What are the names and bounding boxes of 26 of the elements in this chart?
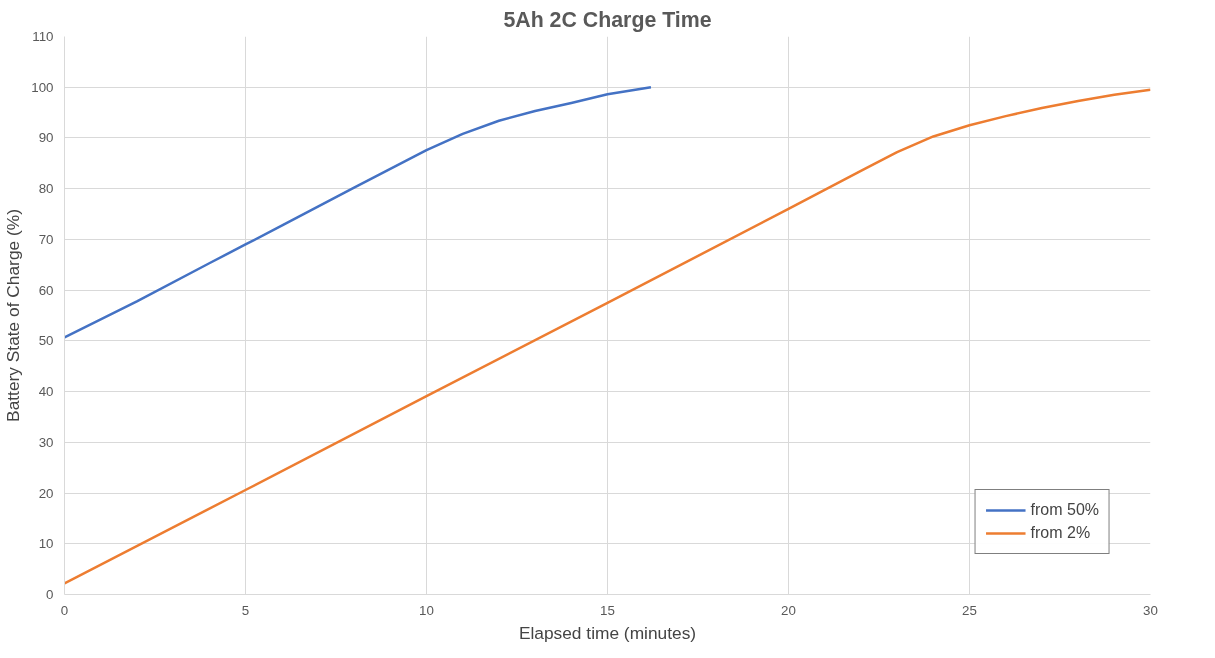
line-series [64,88,1151,585]
x-tick-label: 10 [419,602,434,618]
y-axis-title: Battery State of Charge (%) [3,209,24,422]
y-tick-label: 60 [38,282,54,298]
legend-label: from 2% [1030,524,1091,542]
y-tick-label: 100 [31,79,54,95]
x-tick-label: 0 [60,602,69,618]
x-tick-label: 15 [600,602,615,618]
y-tick-label: 10 [38,536,54,552]
y-tick-label: 80 [38,181,54,197]
x-tick-label: 5 [241,602,250,618]
y-tick-label: 50 [38,333,54,349]
x-tick-label: 25 [962,602,977,618]
y-tick-label: 30 [38,434,54,450]
legend-label: from 50% [1030,501,1099,519]
x-tick-label: 30 [1143,602,1158,618]
y-tick-label: 20 [38,485,54,501]
chart-title: 5Ah 2C Charge Time [503,7,712,32]
y-tick-label: 90 [38,130,54,146]
y-tick-label: 70 [38,231,54,247]
x-tick-label: 20 [781,602,796,618]
y-tick-label: 110 [32,29,54,44]
line-series [64,85,653,339]
y-tick-label: 40 [38,384,54,400]
y-tick-label: 0 [46,587,54,602]
x-axis-title: Elapsed time (minutes) [518,622,697,643]
